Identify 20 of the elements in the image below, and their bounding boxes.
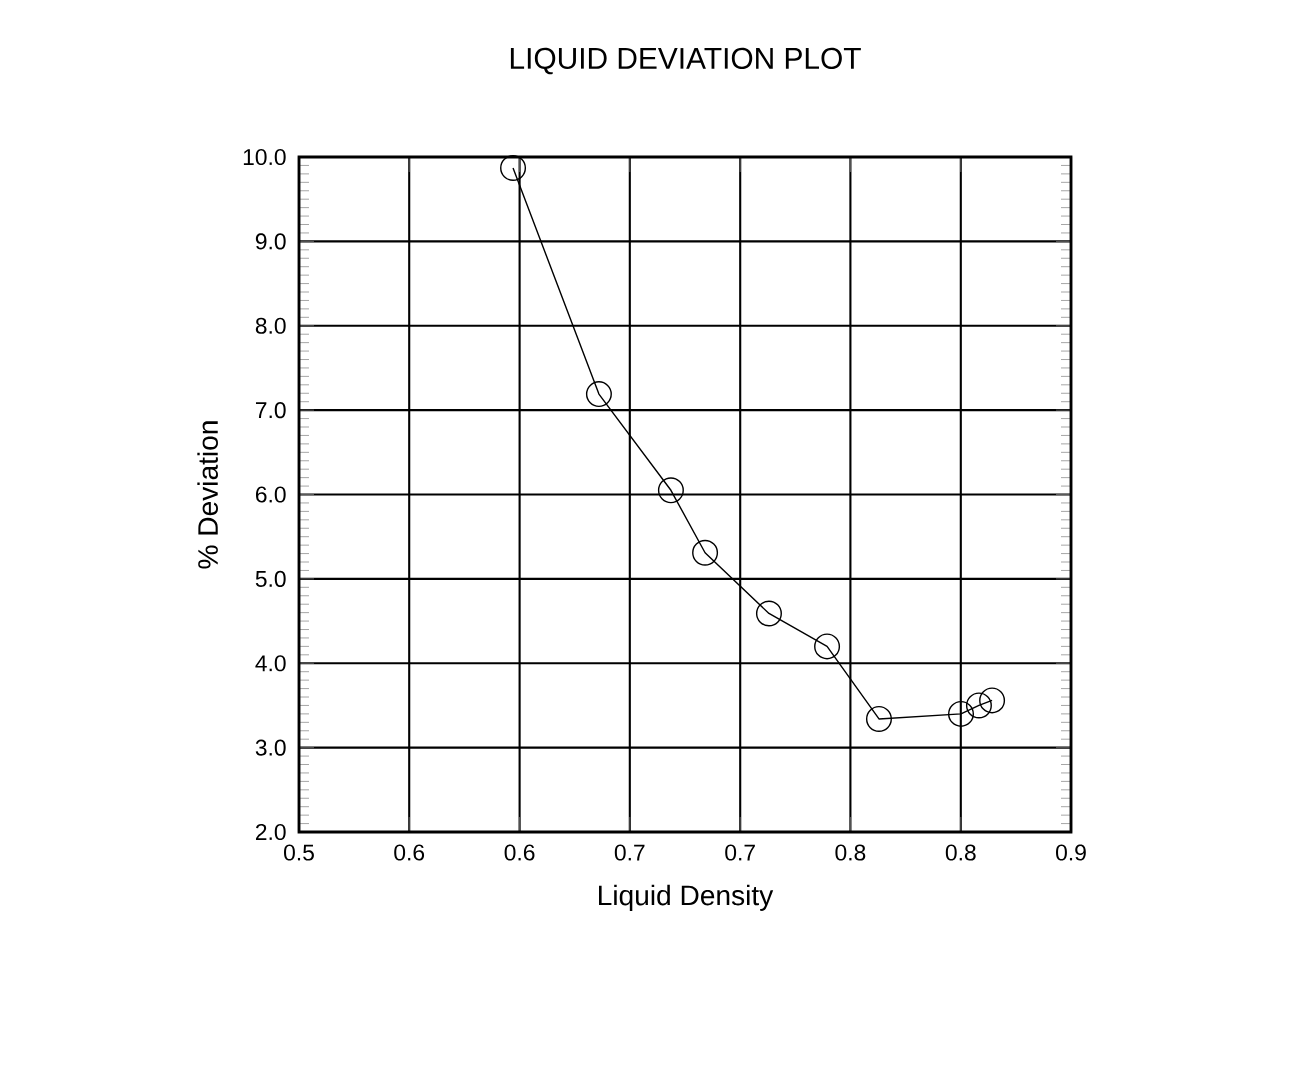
x-axis-title: Liquid Density: [599, 884, 774, 911]
x-tick-label: 0.7: [725, 844, 755, 861]
x-tick-label: 0.8: [945, 844, 976, 861]
y-axis-title: % Deviation: [197, 421, 218, 569]
y-tick-label: 8.0: [255, 317, 286, 334]
x-tick-label: 0.9: [1056, 844, 1086, 861]
y-tick-label: 6.0: [255, 486, 286, 503]
y-tick-label: 3.0: [255, 739, 286, 756]
x-tick-label: 0.6: [394, 844, 425, 861]
x-tick-label: 0.5: [284, 844, 314, 861]
x-tick-label: 0.7: [614, 844, 645, 861]
y-tick-label: 5.0: [255, 570, 286, 587]
x-tick-label: 0.6: [504, 844, 535, 861]
y-tick-label: 10.0: [243, 148, 286, 166]
y-tick-label: 2.0: [255, 823, 286, 841]
y-tick-label: 4.0: [255, 655, 286, 672]
y-tick-label: 9.0: [255, 233, 286, 250]
y-tick-label: 7.0: [255, 402, 286, 419]
x-tick-label: 0.8: [835, 844, 866, 861]
chart-title: LIQUID DEVIATION PLOT: [510, 47, 861, 75]
